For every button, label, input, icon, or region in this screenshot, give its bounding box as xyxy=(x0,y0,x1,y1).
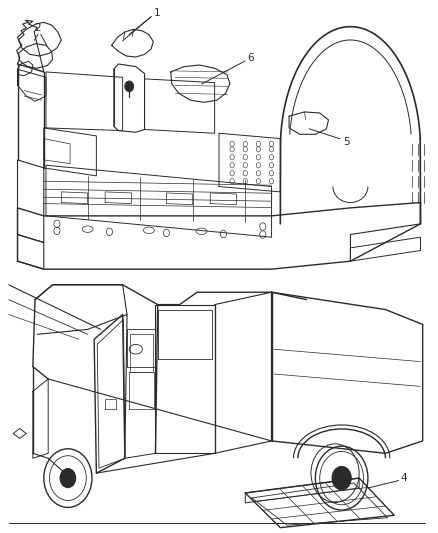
Text: 5: 5 xyxy=(343,137,350,147)
Circle shape xyxy=(60,469,76,488)
Text: 4: 4 xyxy=(401,473,407,483)
Text: 1: 1 xyxy=(153,9,160,18)
Text: 2: 2 xyxy=(34,23,41,33)
Circle shape xyxy=(332,466,351,490)
Circle shape xyxy=(125,81,134,92)
Text: 6: 6 xyxy=(247,53,254,62)
